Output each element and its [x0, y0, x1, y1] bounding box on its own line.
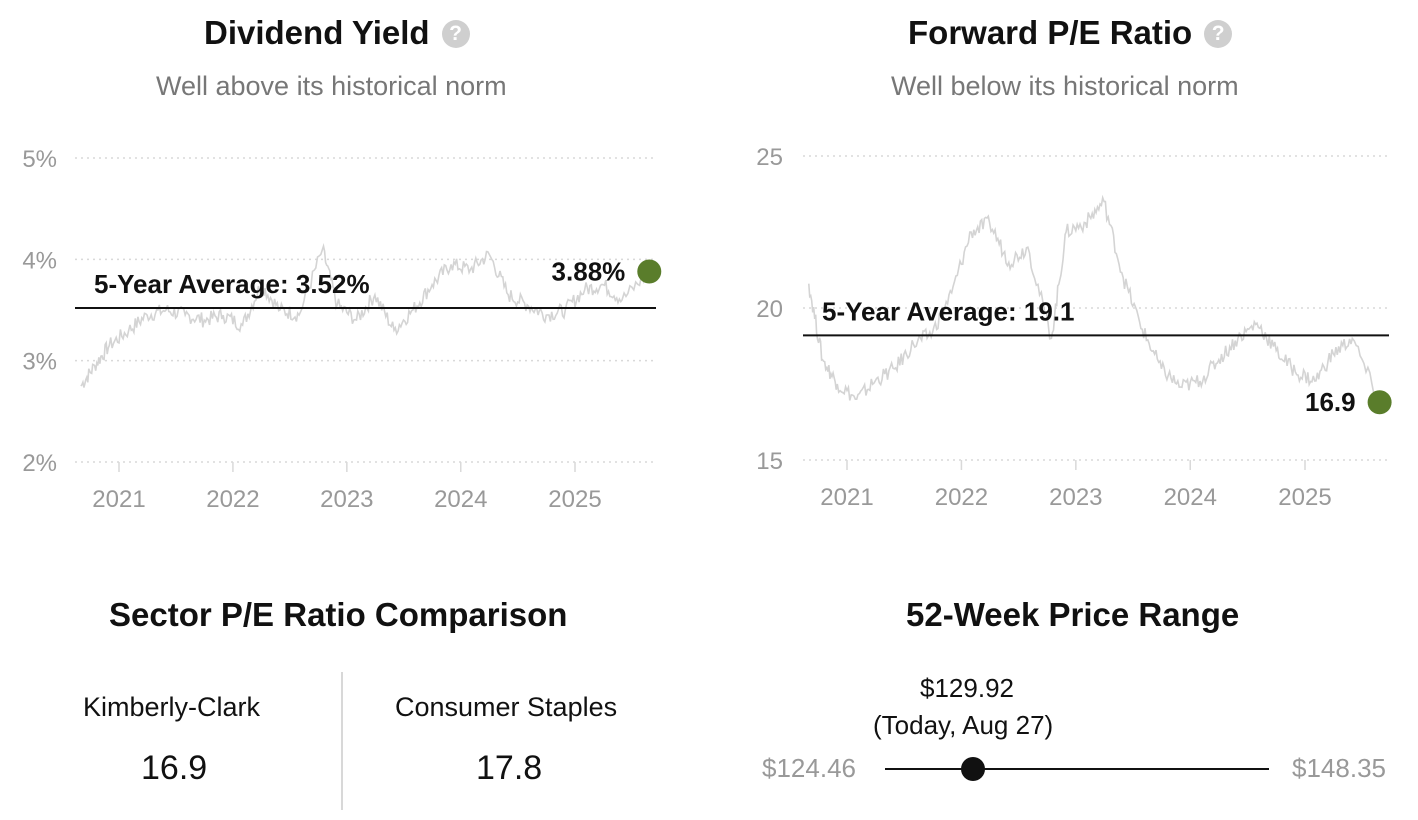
dividend-yield-chart: 2% 3% 4% 5% 2021 2022 2023 2024 2025 5-Year Avera…	[22, 146, 662, 513]
company-name: Kimberly-Clark	[83, 692, 261, 722]
x-tick-label: 2024	[1164, 484, 1217, 511]
current-value-label: 16.9	[1305, 387, 1356, 417]
current-value-label: 3.88%	[552, 256, 626, 286]
y-tick-label: 5%	[22, 146, 57, 173]
question-circle-icon[interactable]: ?	[1204, 20, 1233, 48]
range-low: $124.46	[762, 753, 856, 783]
y-tick-label: 20	[756, 296, 783, 323]
current-value-marker	[1367, 390, 1392, 415]
range-current-marker	[960, 757, 985, 781]
range-title: 52-Week Price Range	[906, 596, 1240, 633]
current-value-marker	[637, 259, 662, 284]
sector-divider	[341, 672, 343, 810]
x-tick-label: 2021	[92, 486, 145, 513]
y-tick-label: 15	[756, 448, 783, 475]
sector-pe-value: 17.8	[476, 749, 543, 787]
x-tick-label: 2022	[206, 486, 259, 513]
forward-pe-title-text: Forward P/E Ratio	[908, 14, 1193, 51]
range-current-note: (Today, Aug 27)	[873, 710, 1054, 740]
range-current-price: $129.92	[920, 673, 1014, 703]
company-pe-value: 16.9	[141, 749, 208, 787]
forward-pe-subtitle: Well below its historical norm	[891, 71, 1239, 101]
forward-pe-title: Forward P/E Ratio?	[908, 14, 1233, 52]
range-track	[885, 768, 1269, 770]
series-line	[808, 194, 1381, 403]
x-tick-label: 2024	[434, 486, 487, 513]
x-tick-label: 2021	[820, 484, 873, 511]
dividend-yield-title: Dividend Yield?	[204, 14, 470, 52]
sector-name: Consumer Staples	[395, 692, 618, 722]
average-label: 5-Year Average: 3.52%	[94, 269, 370, 299]
y-tick-label: 4%	[22, 247, 57, 274]
series-line	[80, 242, 650, 388]
x-tick-label: 2022	[935, 484, 988, 511]
y-tick-label: 3%	[22, 349, 57, 376]
y-tick-label: 2%	[22, 450, 57, 477]
range-high: $148.35	[1292, 753, 1386, 783]
dividend-yield-subtitle: Well above its historical norm	[156, 71, 507, 101]
question-circle-icon[interactable]: ?	[441, 20, 470, 48]
sector-title: Sector P/E Ratio Comparison	[109, 596, 568, 633]
dividend-yield-title-text: Dividend Yield	[204, 14, 430, 51]
x-tick-label: 2025	[548, 486, 601, 513]
x-tick-label: 2025	[1278, 484, 1331, 511]
y-tick-label: 25	[756, 144, 783, 171]
x-tick-label: 2023	[320, 486, 373, 513]
x-tick-label: 2023	[1049, 484, 1102, 511]
average-label: 5-Year Average: 19.1	[822, 296, 1074, 326]
